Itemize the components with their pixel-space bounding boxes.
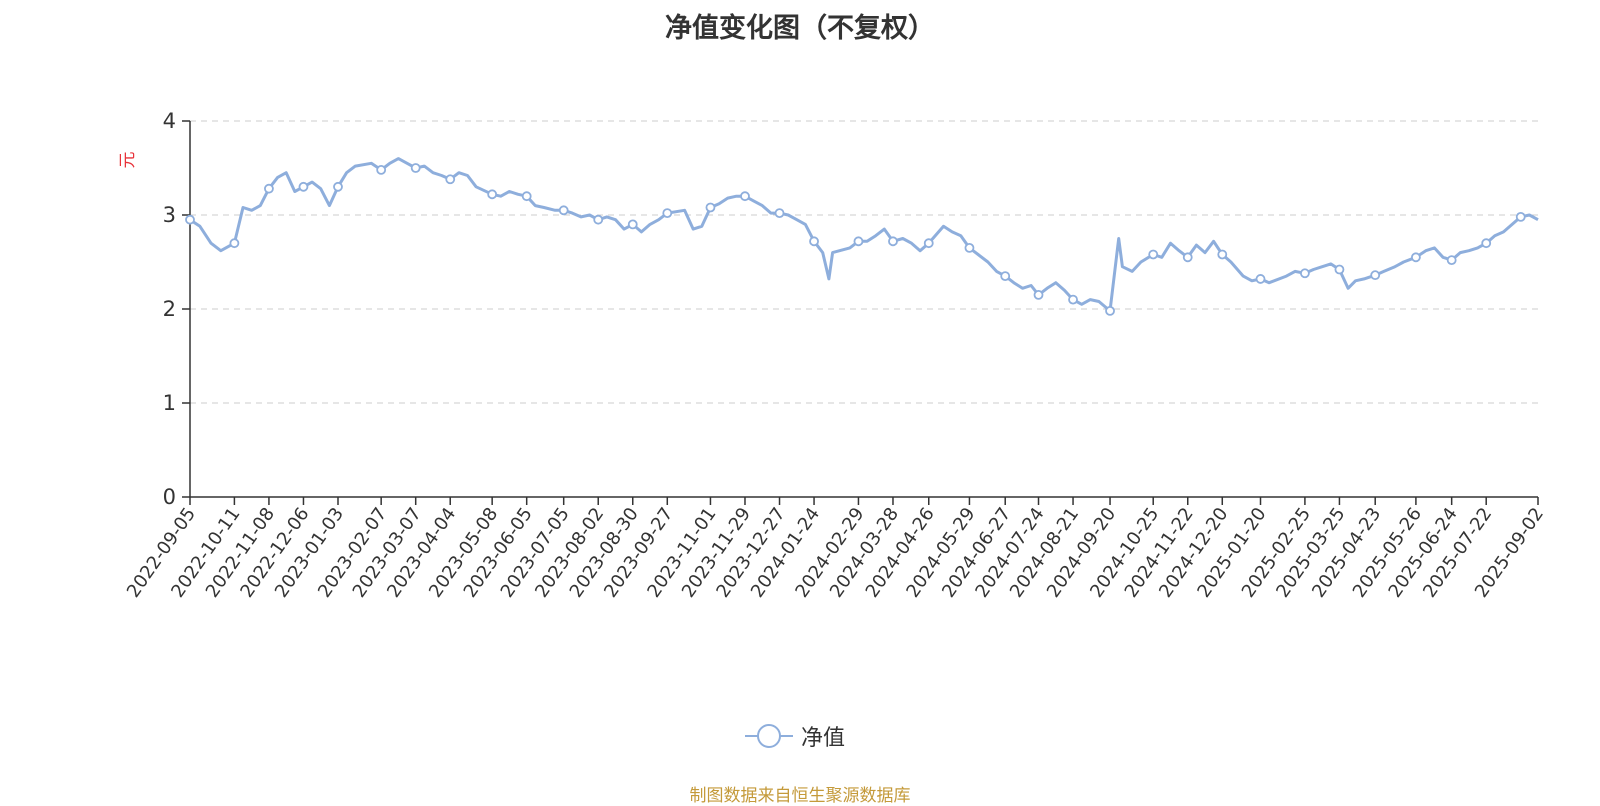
data-point-marker[interactable] <box>809 236 819 247</box>
data-point-marker[interactable] <box>1068 294 1078 305</box>
data-point-marker[interactable] <box>774 208 785 219</box>
data-point-marker[interactable] <box>593 214 604 225</box>
chart-title: 净值变化图（不复权） <box>665 13 935 44</box>
data-point-marker[interactable] <box>627 219 638 230</box>
data-point-marker[interactable] <box>1000 271 1011 282</box>
data-point-marker[interactable] <box>521 191 532 202</box>
data-point-marker[interactable] <box>1334 264 1345 275</box>
data-point-marker[interactable] <box>888 236 898 247</box>
data-point-marker[interactable] <box>1411 252 1421 263</box>
data-point-marker[interactable] <box>1182 252 1193 263</box>
data-point-marker[interactable] <box>1255 274 1266 284</box>
data-point-marker[interactable] <box>964 242 975 253</box>
source-note: 制图数据来自恒生聚源数据库 <box>689 786 911 806</box>
data-point-marker[interactable] <box>410 163 421 173</box>
data-point-marker[interactable] <box>376 164 387 175</box>
axes <box>182 120 1539 505</box>
data-point-marker[interactable] <box>1148 249 1159 260</box>
data-point-marker[interactable] <box>923 238 934 249</box>
x-tick-labels: 2022-09-052022-10-112022-11-082022-12-06… <box>123 504 1548 602</box>
data-point-marker[interactable] <box>740 191 750 202</box>
data-point-marker[interactable] <box>705 202 716 213</box>
y-tick-labels: 0 1 2 3 4 <box>163 109 176 509</box>
data-point-marker[interactable] <box>1515 211 1526 222</box>
data-point-marker[interactable] <box>229 238 240 249</box>
data-point-marker[interactable] <box>333 181 343 192</box>
data-point-marker[interactable] <box>1105 305 1115 316</box>
data-point-marker[interactable] <box>298 181 309 192</box>
legend-line-icon <box>745 724 793 748</box>
y-tick-label: 2 <box>163 297 176 321</box>
data-point-marker[interactable] <box>487 189 498 200</box>
data-point-marker[interactable] <box>853 236 864 247</box>
series-markers <box>185 163 1526 316</box>
data-point-marker[interactable] <box>1217 249 1228 260</box>
data-point-marker[interactable] <box>558 205 569 216</box>
data-point-marker[interactable] <box>1370 270 1381 281</box>
legend-series-label: 净值 <box>801 726 846 751</box>
y-tick-label: 4 <box>163 109 176 133</box>
data-point-marker[interactable] <box>1481 238 1492 249</box>
series-layer <box>189 157 1539 313</box>
y-tick-label: 3 <box>163 203 176 227</box>
data-point-marker[interactable] <box>662 208 673 219</box>
series-line-nav <box>189 157 1539 313</box>
data-point-marker[interactable] <box>264 183 274 194</box>
data-point-marker[interactable] <box>445 174 456 185</box>
legend[interactable]: 净值 <box>745 720 845 752</box>
y-tick-label: 1 <box>163 391 176 415</box>
y-axis-label: 元 <box>118 152 138 169</box>
data-point-marker[interactable] <box>1446 255 1457 266</box>
data-point-marker[interactable] <box>1033 289 1044 300</box>
data-point-marker[interactable] <box>185 214 195 225</box>
y-tick-label: 0 <box>163 485 176 509</box>
data-point-marker[interactable] <box>1300 268 1310 279</box>
grid-lines <box>190 120 1538 404</box>
